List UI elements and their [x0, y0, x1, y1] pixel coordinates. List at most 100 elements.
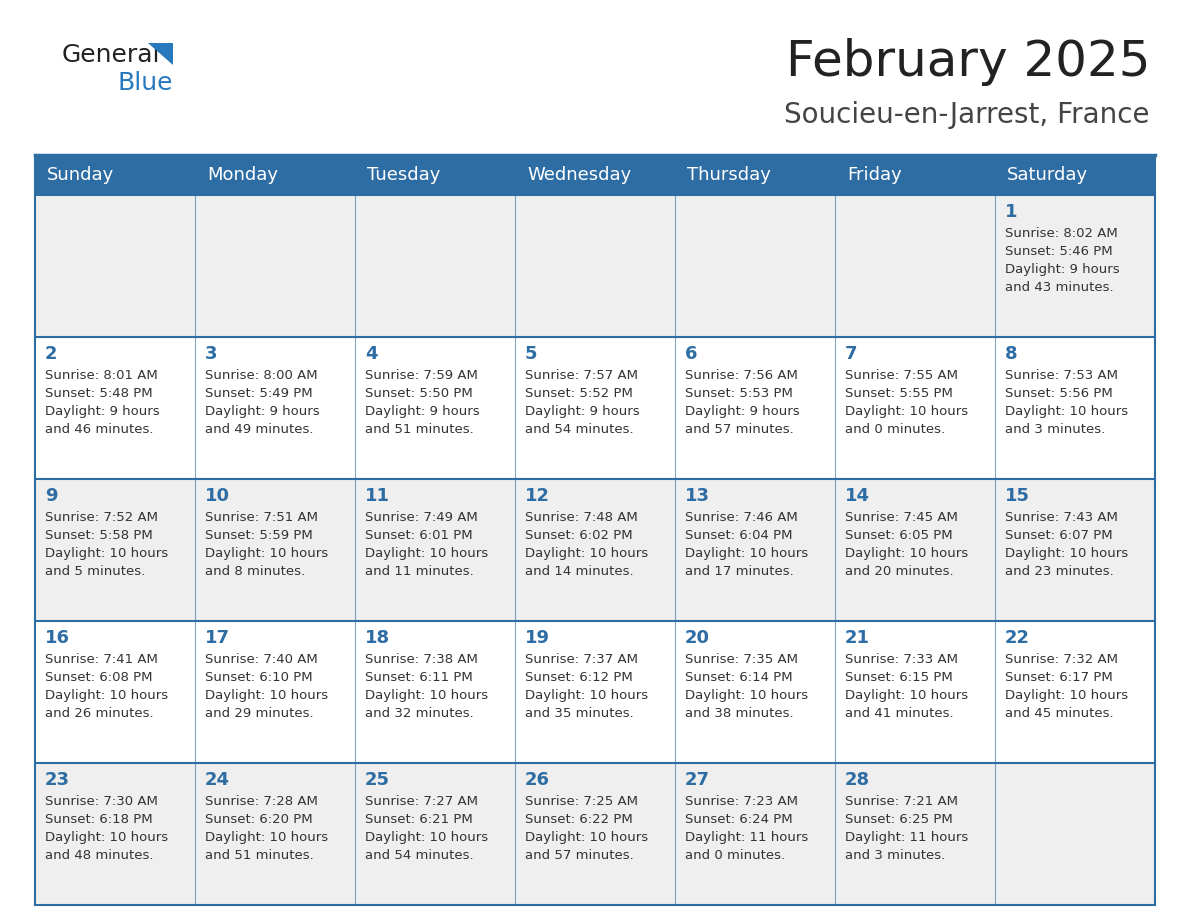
- Text: Sunrise: 7:48 AM: Sunrise: 7:48 AM: [525, 511, 638, 524]
- Text: and 32 minutes.: and 32 minutes.: [365, 707, 474, 720]
- Text: Tuesday: Tuesday: [367, 166, 441, 184]
- Text: Sunset: 5:55 PM: Sunset: 5:55 PM: [845, 387, 953, 400]
- Text: and 57 minutes.: and 57 minutes.: [525, 849, 633, 862]
- Bar: [835, 763, 996, 905]
- Text: and 0 minutes.: and 0 minutes.: [685, 849, 785, 862]
- Text: 25: 25: [365, 771, 390, 789]
- Text: Daylight: 10 hours: Daylight: 10 hours: [365, 547, 488, 560]
- Text: Sunset: 6:20 PM: Sunset: 6:20 PM: [206, 813, 312, 826]
- Text: Sunrise: 7:49 AM: Sunrise: 7:49 AM: [365, 511, 478, 524]
- Text: Sunrise: 7:33 AM: Sunrise: 7:33 AM: [845, 653, 958, 666]
- Text: Daylight: 10 hours: Daylight: 10 hours: [685, 547, 808, 560]
- Text: Sunrise: 7:52 AM: Sunrise: 7:52 AM: [45, 511, 158, 524]
- Text: Sunset: 5:52 PM: Sunset: 5:52 PM: [525, 387, 633, 400]
- Bar: [835, 621, 996, 763]
- Bar: [355, 479, 516, 621]
- Text: 26: 26: [525, 771, 550, 789]
- Text: and 3 minutes.: and 3 minutes.: [1005, 423, 1105, 436]
- Bar: [34, 337, 195, 479]
- Text: Sunrise: 7:28 AM: Sunrise: 7:28 AM: [206, 795, 318, 808]
- Bar: [675, 195, 835, 337]
- Text: Sunrise: 7:35 AM: Sunrise: 7:35 AM: [685, 653, 798, 666]
- Text: February 2025: February 2025: [785, 38, 1150, 86]
- Text: 23: 23: [45, 771, 70, 789]
- Text: General: General: [62, 43, 160, 67]
- Text: 19: 19: [525, 629, 550, 647]
- Text: Daylight: 10 hours: Daylight: 10 hours: [206, 689, 328, 702]
- Text: and 43 minutes.: and 43 minutes.: [1005, 281, 1113, 294]
- Bar: [516, 479, 675, 621]
- Text: Sunset: 6:04 PM: Sunset: 6:04 PM: [685, 529, 792, 542]
- Text: Daylight: 11 hours: Daylight: 11 hours: [685, 831, 808, 844]
- Text: Sunrise: 7:53 AM: Sunrise: 7:53 AM: [1005, 369, 1118, 382]
- Text: Sunset: 6:07 PM: Sunset: 6:07 PM: [1005, 529, 1113, 542]
- Text: Daylight: 10 hours: Daylight: 10 hours: [845, 689, 968, 702]
- Bar: [195, 479, 355, 621]
- Text: Sunset: 5:46 PM: Sunset: 5:46 PM: [1005, 245, 1113, 258]
- Bar: [34, 195, 195, 337]
- Text: Sunrise: 7:25 AM: Sunrise: 7:25 AM: [525, 795, 638, 808]
- Text: Daylight: 10 hours: Daylight: 10 hours: [845, 547, 968, 560]
- Text: 12: 12: [525, 487, 550, 505]
- Text: 11: 11: [365, 487, 390, 505]
- Text: 8: 8: [1005, 345, 1018, 363]
- Text: and 51 minutes.: and 51 minutes.: [206, 849, 314, 862]
- Text: Sunset: 6:24 PM: Sunset: 6:24 PM: [685, 813, 792, 826]
- Text: Daylight: 10 hours: Daylight: 10 hours: [45, 689, 169, 702]
- Text: Wednesday: Wednesday: [527, 166, 631, 184]
- Text: Sunset: 6:12 PM: Sunset: 6:12 PM: [525, 671, 633, 684]
- Text: Daylight: 10 hours: Daylight: 10 hours: [206, 831, 328, 844]
- Text: Sunrise: 7:57 AM: Sunrise: 7:57 AM: [525, 369, 638, 382]
- Text: 4: 4: [365, 345, 378, 363]
- Bar: [34, 621, 195, 763]
- Text: Sunrise: 7:32 AM: Sunrise: 7:32 AM: [1005, 653, 1118, 666]
- Text: Sunset: 6:17 PM: Sunset: 6:17 PM: [1005, 671, 1113, 684]
- Text: Daylight: 9 hours: Daylight: 9 hours: [206, 405, 320, 418]
- Text: Daylight: 10 hours: Daylight: 10 hours: [206, 547, 328, 560]
- Bar: [34, 763, 195, 905]
- Bar: [195, 763, 355, 905]
- Text: Sunset: 6:08 PM: Sunset: 6:08 PM: [45, 671, 152, 684]
- Text: Sunrise: 7:51 AM: Sunrise: 7:51 AM: [206, 511, 318, 524]
- Bar: [34, 155, 1155, 195]
- Bar: [835, 337, 996, 479]
- Text: and 20 minutes.: and 20 minutes.: [845, 565, 954, 578]
- Text: Sunrise: 7:37 AM: Sunrise: 7:37 AM: [525, 653, 638, 666]
- Text: Sunrise: 7:23 AM: Sunrise: 7:23 AM: [685, 795, 798, 808]
- Bar: [675, 337, 835, 479]
- Text: Sunrise: 7:38 AM: Sunrise: 7:38 AM: [365, 653, 478, 666]
- Text: Daylight: 9 hours: Daylight: 9 hours: [45, 405, 159, 418]
- Text: Sunrise: 7:27 AM: Sunrise: 7:27 AM: [365, 795, 478, 808]
- Text: 6: 6: [685, 345, 697, 363]
- Text: 15: 15: [1005, 487, 1030, 505]
- Text: 24: 24: [206, 771, 230, 789]
- Text: Sunset: 6:01 PM: Sunset: 6:01 PM: [365, 529, 473, 542]
- Bar: [996, 763, 1155, 905]
- Text: 16: 16: [45, 629, 70, 647]
- Text: Daylight: 9 hours: Daylight: 9 hours: [685, 405, 800, 418]
- Text: Sunset: 6:10 PM: Sunset: 6:10 PM: [206, 671, 312, 684]
- Text: Sunset: 5:56 PM: Sunset: 5:56 PM: [1005, 387, 1113, 400]
- Bar: [675, 621, 835, 763]
- Text: Sunset: 5:58 PM: Sunset: 5:58 PM: [45, 529, 153, 542]
- Bar: [34, 479, 195, 621]
- Bar: [835, 195, 996, 337]
- Text: 27: 27: [685, 771, 710, 789]
- Bar: [996, 621, 1155, 763]
- Bar: [195, 621, 355, 763]
- Text: Blue: Blue: [118, 71, 173, 95]
- Text: Sunset: 6:18 PM: Sunset: 6:18 PM: [45, 813, 152, 826]
- Text: Sunrise: 7:45 AM: Sunrise: 7:45 AM: [845, 511, 958, 524]
- Text: and 3 minutes.: and 3 minutes.: [845, 849, 946, 862]
- Text: 28: 28: [845, 771, 870, 789]
- Text: Sunrise: 8:01 AM: Sunrise: 8:01 AM: [45, 369, 158, 382]
- Bar: [996, 195, 1155, 337]
- Text: and 49 minutes.: and 49 minutes.: [206, 423, 314, 436]
- Text: Soucieu-en-Jarrest, France: Soucieu-en-Jarrest, France: [784, 101, 1150, 129]
- Text: and 5 minutes.: and 5 minutes.: [45, 565, 145, 578]
- Text: and 41 minutes.: and 41 minutes.: [845, 707, 954, 720]
- Text: Daylight: 10 hours: Daylight: 10 hours: [1005, 405, 1129, 418]
- Text: 1: 1: [1005, 203, 1017, 221]
- Text: 21: 21: [845, 629, 870, 647]
- Bar: [835, 479, 996, 621]
